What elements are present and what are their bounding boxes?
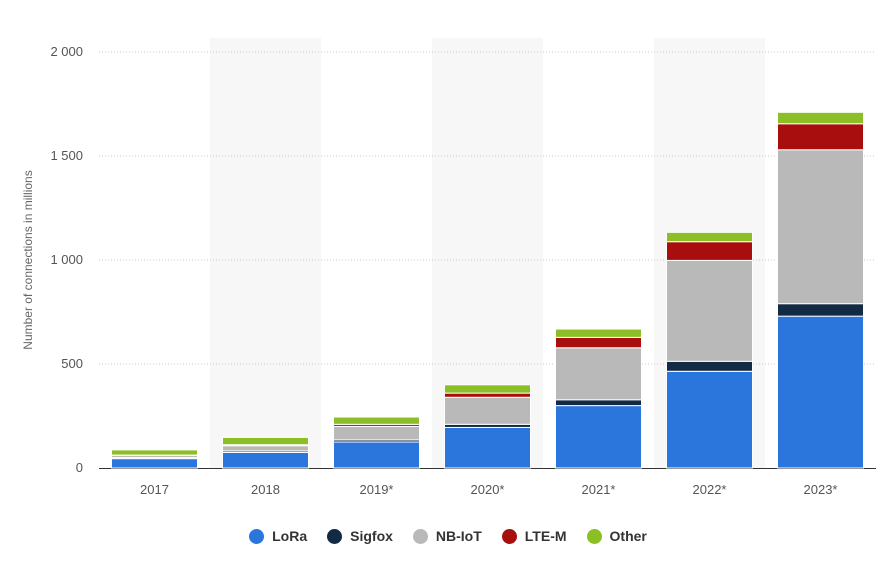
legend-item-sigfox[interactable]: Sigfox — [327, 528, 393, 544]
legend-swatch — [327, 528, 343, 544]
legend-swatch — [501, 528, 517, 544]
bar-segment-nb-iot[interactable] — [666, 259, 753, 362]
legend-label: LTE-M — [524, 528, 567, 544]
x-tick-label: 2020* — [471, 482, 505, 497]
bar-segment-lora[interactable] — [333, 441, 420, 469]
legend-item-lte-m[interactable]: LTE-M — [501, 528, 567, 544]
bar-segment-nb-iot[interactable] — [333, 425, 420, 441]
bar-segment-lora[interactable] — [222, 451, 309, 469]
column-band — [210, 38, 321, 468]
bar-segment-nb-iot[interactable] — [777, 149, 864, 305]
legend-label: LoRa — [272, 528, 308, 544]
legend-swatch — [249, 528, 265, 544]
legend-swatch — [412, 528, 428, 544]
x-tick-label: 2019* — [360, 482, 394, 497]
y-tick-label: 1 000 — [50, 252, 83, 267]
bar-segment-lora[interactable] — [777, 315, 864, 469]
bar-segment-nb-iot[interactable] — [444, 396, 531, 425]
x-tick-label: 2023* — [804, 482, 838, 497]
x-tick-label: 2021* — [582, 482, 616, 497]
chart-plot: 0 500 1 000 1 500 2 000 2017 2018 2019* 2020* 20… — [21, 38, 876, 497]
bar-segment-lte-m[interactable] — [555, 336, 642, 349]
y-tick-label: 500 — [61, 356, 83, 371]
bar-segment-other[interactable] — [222, 436, 309, 446]
legend-label: Sigfox — [350, 528, 393, 544]
y-axis-title: Number of connections in millions — [21, 170, 35, 349]
bar-segment-sigfox[interactable] — [777, 303, 864, 317]
legend-item-nb-iot[interactable]: NB-IoT — [412, 528, 482, 544]
legend-item-lora[interactable]: LoRa — [249, 528, 307, 544]
x-tick-label: 2018 — [251, 482, 280, 497]
bar-segment-lte-m[interactable] — [444, 392, 531, 398]
legend-swatch — [586, 528, 602, 544]
bar-segment-sigfox[interactable] — [666, 360, 753, 372]
x-tick-label: 2022* — [693, 482, 727, 497]
bar-segment-nb-iot[interactable] — [555, 347, 642, 401]
bar-segment-other[interactable] — [666, 231, 753, 243]
x-tick-label: 2017 — [140, 482, 169, 497]
bar-segment-lte-m[interactable] — [666, 241, 753, 261]
bar-segment-nb-iot[interactable] — [222, 445, 309, 452]
bar-segment-lora[interactable] — [555, 405, 642, 469]
legend-label: NB-IoT — [435, 528, 482, 544]
legend-label: Other — [609, 528, 647, 544]
bar-segment-lora[interactable] — [666, 370, 753, 469]
y-tick-label: 0 — [76, 460, 83, 475]
bar-segment-other[interactable] — [555, 328, 642, 338]
bar-segment-sigfox[interactable] — [555, 399, 642, 407]
y-tick-label: 2 000 — [50, 44, 83, 59]
bar-segment-lte-m[interactable] — [777, 123, 864, 151]
bar-segment-other[interactable] — [333, 416, 420, 425]
bar-segment-lora[interactable] — [444, 426, 531, 469]
y-tick-label: 1 500 — [50, 148, 83, 163]
legend-item-other[interactable]: Other — [586, 528, 647, 544]
bar-segment-other[interactable] — [444, 384, 531, 394]
bar-segment-other[interactable] — [111, 449, 198, 456]
bar-segment-other[interactable] — [777, 111, 864, 125]
legend: LoRa Sigfox NB-IoT LTE-M Other — [0, 528, 896, 544]
bar-segment-lora[interactable] — [111, 458, 198, 469]
